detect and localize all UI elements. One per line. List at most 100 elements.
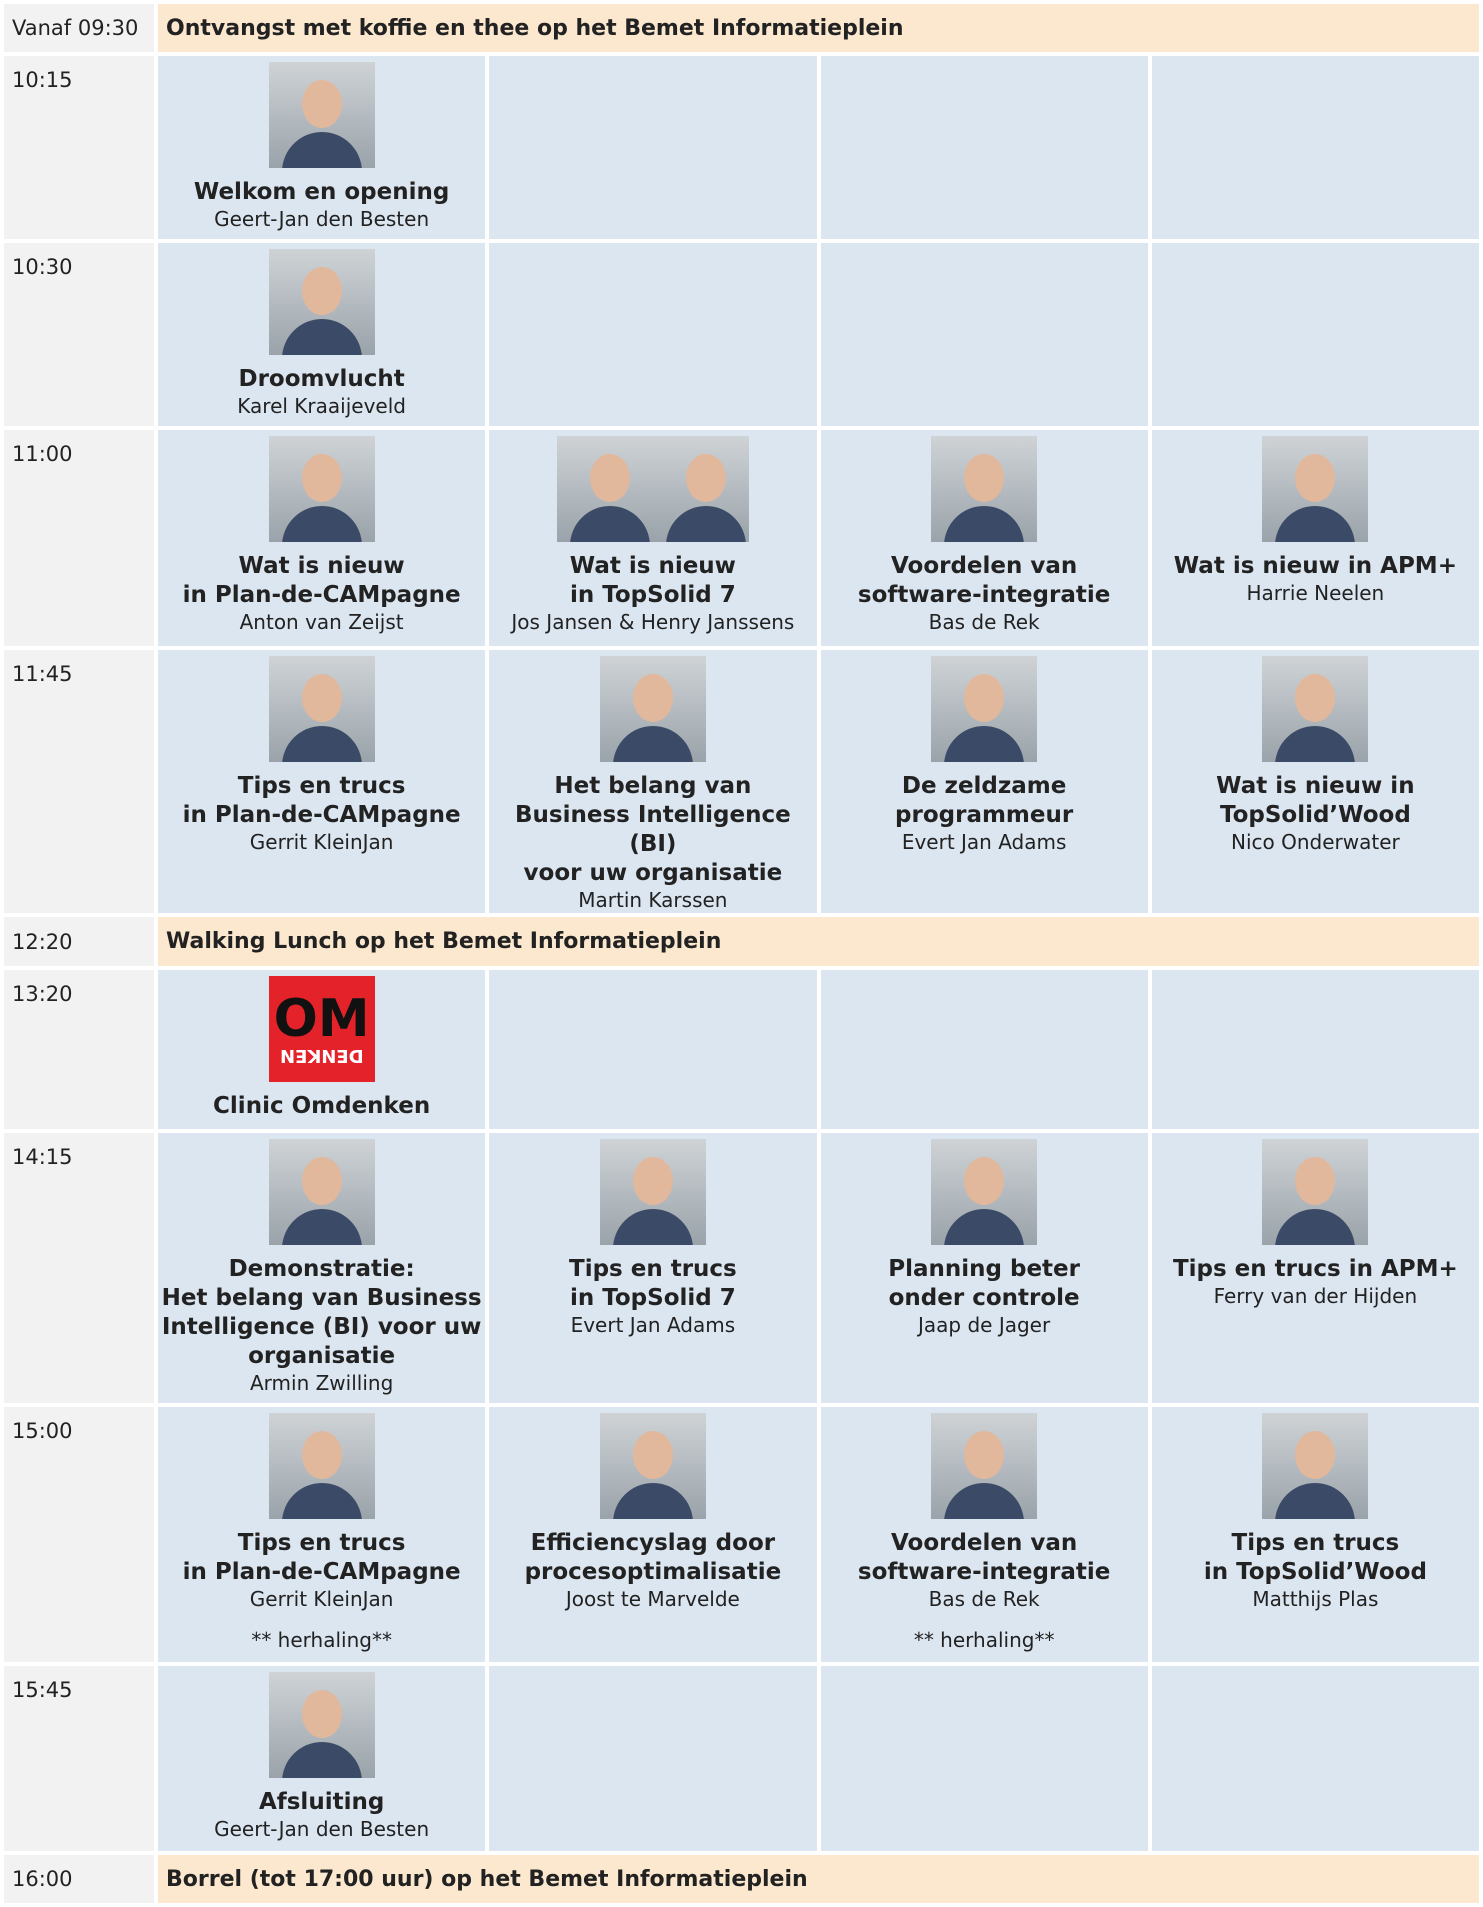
session-title: Het belang van Business Intelligence (BI)… <box>489 772 816 888</box>
title-line: voor uw organisatie <box>523 860 783 886</box>
session-title: De zeldzame programmeur <box>821 772 1148 830</box>
session-cell: Tips en trucs in APM+ Ferry van der Hijde… <box>1151 1133 1479 1403</box>
session-cell: De zeldzame programmeur Evert Jan Adams <box>820 650 1148 913</box>
note: ** herhaling** <box>913 1628 1055 1652</box>
photo-head <box>964 1431 1005 1479</box>
photo-head <box>1295 1157 1336 1205</box>
speaker: Bas de Rek <box>928 610 1040 634</box>
photo-head <box>301 1157 342 1205</box>
session-title: Voordelen van software-integratie <box>821 552 1148 610</box>
session-cell: Tips en trucs in Plan-de-CAMpagne Gerrit K… <box>158 1407 486 1662</box>
session-cell <box>489 56 817 239</box>
schedule-row: 10:30 Droomvlucht Karel Kraaijeveld <box>4 243 1479 426</box>
banner: Borrel (tot 17:00 uur) op het Bemet Info… <box>158 1855 1479 1903</box>
session-cell: Demonstratie: Het belang van Business Inte… <box>158 1133 486 1403</box>
schedule-row: 12:20 Walking Lunch op het Bemet Informat… <box>4 917 1479 966</box>
title-line: programmeur <box>895 802 1074 828</box>
speaker: Matthijs Plas <box>1252 1587 1379 1611</box>
session-cell <box>820 1666 1148 1851</box>
photos <box>158 656 485 762</box>
session-cell: Efficiencyslag door procesoptimalisatie Jo… <box>489 1407 817 1662</box>
speaker: Evert Jan Adams <box>901 830 1067 854</box>
speaker: Geert-Jan den Besten <box>214 207 430 231</box>
speaker: Martin Karssen <box>578 888 728 912</box>
speaker: Nico Onderwater <box>1231 830 1400 854</box>
speaker: Karel Kraaijeveld <box>237 394 406 418</box>
session-cell <box>820 56 1148 239</box>
session-cell <box>820 970 1148 1129</box>
title-line: Demonstratie: <box>228 1256 415 1282</box>
photo-head <box>685 454 726 502</box>
title-line: Tips en trucs <box>1231 1530 1400 1556</box>
photo-body <box>1275 726 1356 762</box>
speaker-photo <box>268 62 375 168</box>
speaker-photo <box>931 1139 1038 1245</box>
photo-head <box>1295 1431 1336 1479</box>
photos <box>1152 1413 1479 1519</box>
time-cell: 13:20 <box>4 970 154 1129</box>
speaker: Geert-Jan den Besten <box>214 1817 430 1841</box>
title-line: Welkom en opening <box>193 179 450 205</box>
photos <box>158 436 485 542</box>
title-line: Het belang van <box>554 773 752 799</box>
photo-head <box>964 674 1005 722</box>
title-line: in Plan-de-CAMpagne <box>182 1559 461 1585</box>
time-cell: 11:00 <box>4 430 154 646</box>
session-cell: Wat is nieuw in TopSolid’Wood Nico Onderwa… <box>1151 650 1479 913</box>
photo-body <box>944 506 1025 542</box>
speaker-photo <box>268 1672 375 1778</box>
photo-body <box>665 506 746 542</box>
time-cell: 10:30 <box>4 243 154 426</box>
photo-body <box>944 1209 1025 1245</box>
session-cell <box>1151 243 1479 426</box>
speaker: Bas de Rek <box>928 1587 1040 1611</box>
title-line: Het belang van Business <box>161 1285 482 1311</box>
speaker-photo <box>556 436 653 542</box>
session-cell: Tips en trucs in TopSolid 7 Evert Jan Adam… <box>489 1133 817 1403</box>
session-title: Tips en trucs in TopSolid’Wood <box>1152 1529 1479 1587</box>
banner: Walking Lunch op het Bemet Informatieple… <box>158 917 1479 966</box>
session-title: Demonstratie: Het belang van Business Inte… <box>158 1255 485 1371</box>
time-cell: 12:20 <box>4 917 154 966</box>
title-line: organisatie <box>248 1343 396 1369</box>
title-line: Intelligence (BI) voor uw <box>161 1314 482 1340</box>
speaker: Joost te Marvelde <box>565 1587 740 1611</box>
speaker-photo <box>1262 1139 1369 1245</box>
speaker: Jaap de Jager <box>918 1313 1051 1337</box>
speaker: Ferry van der Hijden <box>1213 1284 1418 1308</box>
photo-head <box>1295 674 1336 722</box>
title-line: in Plan-de-CAMpagne <box>182 582 461 608</box>
session-cell: OM DENKEN Clinic Omdenken <box>158 970 486 1129</box>
title-line: Tips en trucs in APM+ <box>1172 1256 1458 1282</box>
session-title: Efficiencyslag door procesoptimalisatie <box>489 1529 816 1587</box>
session-cell <box>489 1666 817 1851</box>
speaker-photo <box>268 1139 375 1245</box>
time-cell: 15:00 <box>4 1407 154 1662</box>
session-cell: Wat is nieuw in APM+ Harrie Neelen <box>1151 430 1479 646</box>
session-title: Clinic Omdenken <box>158 1092 485 1121</box>
session-cell <box>1151 970 1479 1129</box>
session-title: Wat is nieuw in TopSolid 7 <box>489 552 816 610</box>
title-line: procesoptimalisatie <box>524 1559 782 1585</box>
photo-body <box>281 319 362 355</box>
title-line: in TopSolid 7 <box>569 582 736 608</box>
session-title: Afsluiting <box>158 1788 485 1817</box>
session-cell: Voordelen van software-integratie Bas de R… <box>820 430 1148 646</box>
photos <box>489 1139 816 1245</box>
title-line: Wat is nieuw in <box>1216 773 1415 799</box>
speaker-photo <box>599 1139 706 1245</box>
title-line: Business Intelligence (BI) <box>515 802 791 857</box>
time-cell: 15:45 <box>4 1666 154 1851</box>
speaker: Harrie Neelen <box>1246 581 1385 605</box>
photo-head <box>301 1690 342 1738</box>
schedule-row: 16:00 Borrel (tot 17:00 uur) op het Bemet… <box>4 1855 1479 1903</box>
photos <box>1152 656 1479 762</box>
title-line: Planning beter <box>888 1256 1080 1282</box>
session-cell <box>489 970 817 1129</box>
photo-head <box>964 1157 1005 1205</box>
photo-body <box>281 506 362 542</box>
speaker: Anton van Zeijst <box>239 610 404 634</box>
session-cell: Planning beter onder controle Jaap de Jage… <box>820 1133 1148 1403</box>
photos <box>821 656 1148 762</box>
